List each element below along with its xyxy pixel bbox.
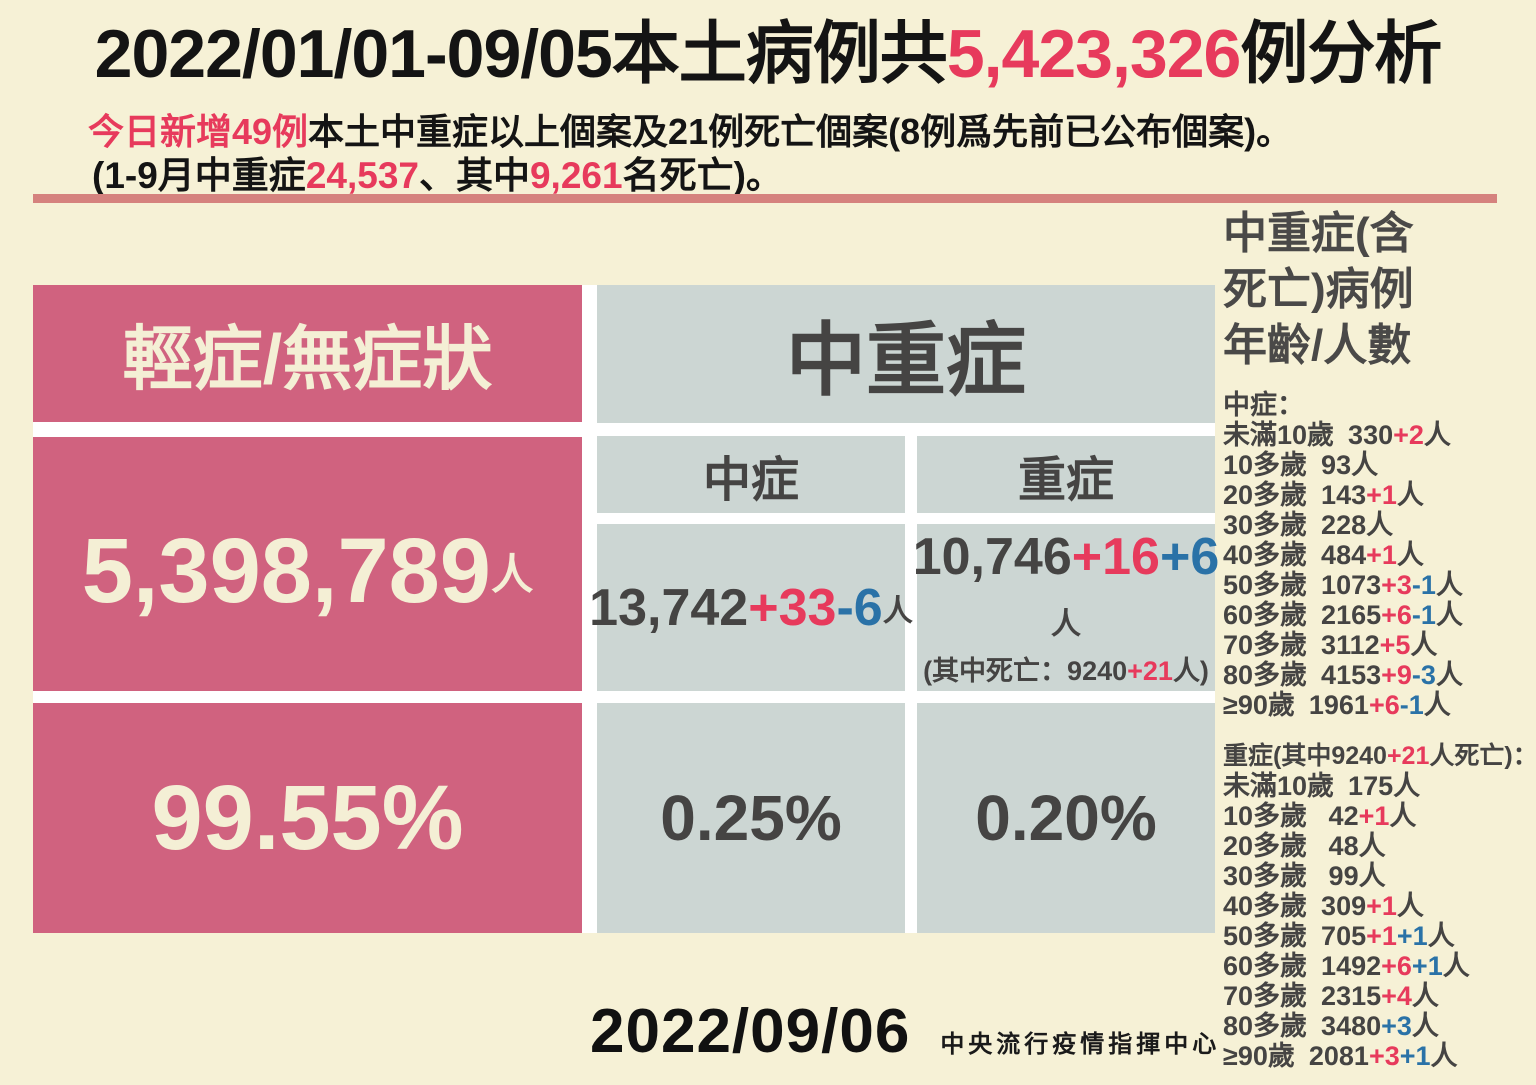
severe-count-value: 10,746+16+6人	[912, 528, 1220, 641]
header-divider	[33, 194, 1497, 203]
severe-age-list: 未滿10歲 175人 10多歲 42+1人 20多歲 48人 30多歲 99人 40多歲 3…	[1223, 771, 1536, 1071]
age-row-value: 3112+5人	[1321, 630, 1438, 660]
age-row: 未滿10歲 175人	[1223, 771, 1536, 801]
age-row: 20多歲 143+1人	[1223, 480, 1536, 510]
age-row: 40多歲 309+1人	[1223, 891, 1536, 921]
age-row-value: 2081+3+1人	[1308, 1041, 1458, 1071]
moderate-percent: 0.25%	[597, 703, 905, 933]
severe-age-heading: 重症(其中9240+21人死亡)：	[1223, 742, 1536, 770]
age-row: 50多歲 705+1+1人	[1223, 921, 1536, 951]
age-row-value: 175人	[1348, 771, 1421, 801]
severe-count: 10,746+16+6人 (其中死亡：9240+21人)	[913, 524, 1219, 691]
age-row: 10多歲 42+1人	[1223, 801, 1536, 831]
moderate-severe-header: 中重症	[597, 285, 1215, 423]
age-row: 未滿10歲 330+2人	[1223, 420, 1536, 450]
moderate-age-list: 未滿10歲 330+2人 10多歲 93人 20多歲 143+1人 30多歲 228人 40多歲…	[1223, 420, 1536, 720]
age-row: 30多歲 99人	[1223, 861, 1536, 891]
age-row-value: 2315+4人	[1321, 981, 1439, 1011]
age-row-label: 30多歲	[1223, 861, 1308, 891]
age-row-label: 未滿10歲	[1223, 771, 1335, 801]
age-row-value: 42+1人	[1321, 801, 1417, 831]
age-row-label: 10多歲	[1223, 450, 1308, 480]
age-row: 40多歲 484+1人	[1223, 540, 1536, 570]
mild-cases-count: 5,398,789 人	[33, 437, 582, 691]
age-row-label: ≥90歲	[1223, 690, 1295, 720]
age-row-label: 40多歲	[1223, 540, 1308, 570]
sidebar-title: 中重症(含 死亡)病例 年齡/人數	[1223, 206, 1536, 374]
age-row-value: 484+1人	[1321, 540, 1424, 570]
sidebar-title-line3: 年齡/人數	[1223, 321, 1412, 370]
age-row-label: 30多歲	[1223, 510, 1308, 540]
report-date: 2022/09/06	[590, 997, 911, 1066]
age-row-label: ≥90歲	[1223, 1041, 1295, 1071]
page-title: 2022/01/01-09/05本土病例共5,423,326例分析	[94, 16, 1443, 92]
age-row: 30多歲 228人	[1223, 510, 1536, 540]
age-row: 20多歲 48人	[1223, 831, 1536, 861]
age-row-label: 20多歲	[1223, 831, 1308, 861]
age-row-label: 60多歲	[1223, 951, 1308, 981]
age-row: 10多歲 93人	[1223, 450, 1536, 480]
age-row: 80多歲 3480+3人	[1223, 1011, 1536, 1041]
age-row-value: 705+1+1人	[1321, 921, 1455, 951]
age-row-value: 228人	[1321, 510, 1394, 540]
age-breakdown-sidebar: 中重症(含 死亡)病例 年齡/人數 中症： 未滿10歲 330+2人 10多歲 93人…	[1223, 206, 1536, 1071]
age-row: ≥90歲 1961+6-1人	[1223, 690, 1536, 720]
age-row: 80多歲 4153+9-3人	[1223, 660, 1536, 690]
organization-name: 中央流行疫情指揮中心	[940, 1031, 1221, 1058]
sidebar-title-line1: 中重症(含	[1223, 209, 1414, 258]
age-row: 50多歲 1073+3-1人	[1223, 570, 1536, 600]
severe-death-note: (其中死亡：9240+21人)	[923, 656, 1209, 686]
age-row-value: 330+2人	[1348, 420, 1451, 450]
age-row-value: 99人	[1321, 861, 1386, 891]
age-row-value: 1492+6+1人	[1321, 951, 1470, 981]
age-row-label: 未滿10歲	[1223, 420, 1335, 450]
age-row-label: 50多歲	[1223, 570, 1308, 600]
severe-percent: 0.20%	[917, 703, 1215, 933]
age-row-value: 1073+3-1人	[1321, 570, 1463, 600]
age-row-value: 93人	[1321, 450, 1379, 480]
sidebar-title-line2: 死亡)病例	[1223, 265, 1414, 314]
age-row-label: 70多歲	[1223, 630, 1308, 660]
age-row-label: 20多歲	[1223, 480, 1308, 510]
age-row-value: 48人	[1321, 831, 1386, 861]
moderate-subheader: 中症	[597, 436, 905, 513]
age-row-value: 1961+6-1人	[1308, 690, 1451, 720]
age-row-label: 50多歲	[1223, 921, 1308, 951]
age-row-label: 60多歲	[1223, 600, 1308, 630]
severe-subheader: 重症	[917, 436, 1215, 513]
moderate-count: 13,742 +33 -6 人	[589, 524, 913, 691]
age-row: 70多歲 3112+5人	[1223, 630, 1536, 660]
age-row-value: 309+1人	[1321, 891, 1424, 921]
age-row-value: 2165+6-1人	[1321, 600, 1463, 630]
age-row-label: 10多歲	[1223, 801, 1308, 831]
age-row-value: 4153+9-3人	[1321, 660, 1463, 690]
age-row-label: 70多歲	[1223, 981, 1308, 1011]
age-row: 60多歲 1492+6+1人	[1223, 951, 1536, 981]
age-row: ≥90歲 2081+3+1人	[1223, 1041, 1536, 1071]
age-row-label: 80多歲	[1223, 660, 1308, 690]
mild-cases-percent: 99.55%	[33, 703, 582, 933]
age-row-value: 3480+3人	[1321, 1011, 1439, 1041]
age-row: 70多歲 2315+4人	[1223, 981, 1536, 1011]
subtitle-line1: 今日新增49例本土中重症以上個案及21例死亡個案(8例爲先前已公布個案)。	[88, 111, 1293, 152]
footer: 2022/09/06 中央流行疫情指揮中心	[590, 996, 1220, 1067]
age-row: 60多歲 2165+6-1人	[1223, 600, 1536, 630]
subtitle-line2: (1-9月中重症24,537、其中9,261名死亡)。	[92, 155, 783, 196]
age-row-label: 40多歲	[1223, 891, 1308, 921]
age-row-value: 143+1人	[1321, 480, 1424, 510]
mild-cases-header: 輕症/無症狀	[33, 285, 582, 422]
age-row-label: 80多歲	[1223, 1011, 1308, 1041]
moderate-age-heading: 中症：	[1223, 390, 1304, 420]
